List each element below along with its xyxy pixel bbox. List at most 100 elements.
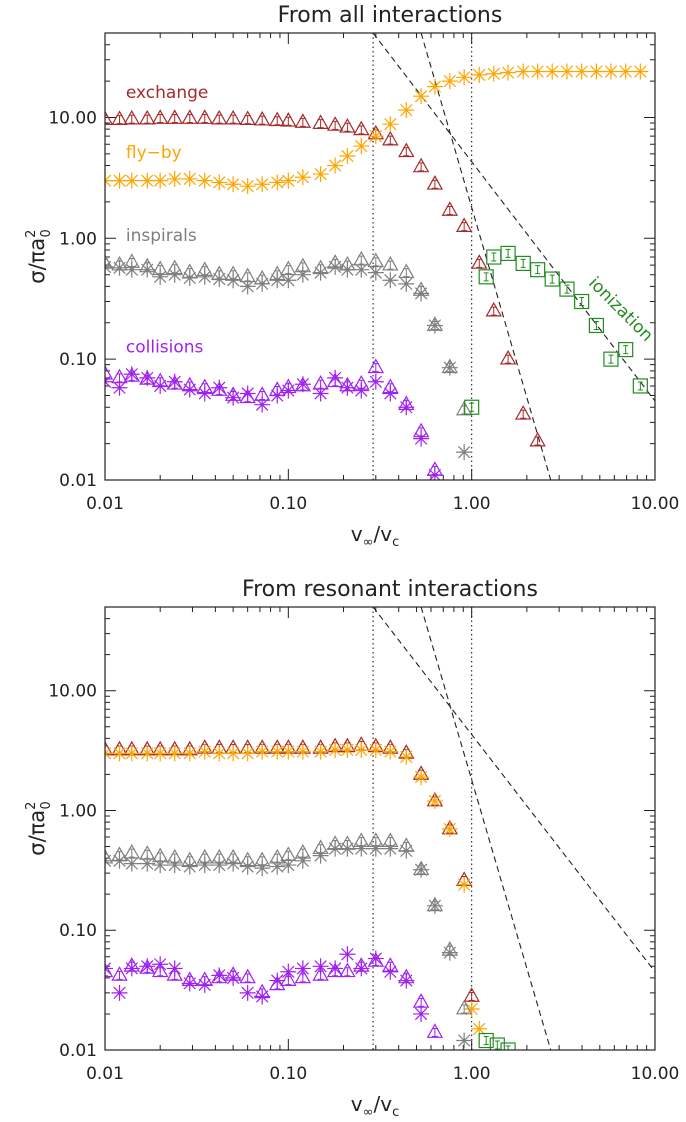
data-point [166,266,183,283]
error-bar [637,381,643,391]
data-point [500,1042,516,1050]
data-point [327,369,344,386]
data-point [398,842,415,859]
annotation-label: exchange [126,83,209,103]
x-tick-label: 10.00 [631,1064,680,1084]
error-bar [461,1004,468,1014]
error-bar [372,257,379,267]
data-point [485,301,502,317]
data-point [632,63,649,80]
data-point [280,971,297,986]
data-point [312,966,329,981]
data-point [339,147,356,164]
data-point [426,792,443,809]
data-point [618,341,634,358]
x-tick-label: 0.10 [269,1064,307,1084]
data-point [151,109,169,124]
data-point [269,972,286,989]
data-point [225,745,242,762]
data-point [181,858,198,875]
data-point [353,382,370,399]
asymptote-line [372,607,655,973]
data-point [123,855,140,872]
data-point [367,358,385,374]
asymptote-line [420,33,552,480]
data-point [382,130,399,146]
chart-title: From all interactions [278,3,503,28]
data-point [196,109,213,124]
data-point [339,840,356,857]
data-point [196,385,213,402]
data-point [499,349,517,365]
data-point [105,110,114,126]
error-bar [520,258,526,268]
data-point [353,840,370,857]
data-point [139,745,156,762]
data-point [398,102,415,119]
data-point [239,968,256,984]
data-point [111,379,128,396]
data-point [254,275,271,292]
annotation-label: collisions [126,338,204,358]
data-point [139,369,156,386]
data-point [225,176,242,193]
error-bar [387,135,394,145]
data-point [353,960,370,977]
data-point [326,962,344,978]
data-point [339,379,356,396]
data-point [455,217,473,233]
data-point [367,950,384,967]
data-point [312,958,329,975]
data-point [367,373,384,390]
panel-1: From all interactions 0.01 0.10 1.00 10.00 0.… [24,3,679,550]
error-bar [579,296,585,306]
error-bar [116,115,123,125]
series-fly-by [105,63,649,195]
data-point [413,769,430,786]
data-point [111,984,128,1001]
data-point [269,858,286,875]
data-point [111,172,128,189]
y-tick-label: 0.01 [59,471,97,491]
data-point [456,1032,473,1049]
data-point [339,946,356,963]
data-point [280,172,297,189]
data-point [312,847,329,864]
data-point [382,385,399,402]
data-point [196,172,213,189]
error-bar [299,117,306,127]
series-collisions-asterisk [105,366,443,480]
data-point [544,271,560,287]
data-point [105,365,114,380]
data-point [367,128,384,145]
series-inspirals-asterisk [105,258,473,461]
data-point [269,975,286,991]
error-bar [431,179,438,189]
data-point [367,264,384,281]
error-bar [344,122,351,132]
data-point [254,176,271,193]
data-point [478,1032,494,1049]
data-point [312,166,329,183]
y-axis-label: σ/πa20 [24,229,54,283]
data-point [339,962,356,978]
error-bar [534,436,541,446]
data-point [111,745,128,762]
data-point [478,269,494,285]
error-bar [469,402,475,412]
x-axis-label: v∞/vc [351,522,399,550]
data-point [382,840,399,857]
data-point [327,258,344,275]
data-point [529,63,546,80]
data-point [471,254,488,269]
error-bar [490,306,497,316]
asymptote-line [420,607,552,1050]
data-point [254,860,271,877]
data-point [294,968,312,984]
data-point [166,966,183,981]
data-point [239,858,256,875]
error-bar [317,119,324,129]
data-point [294,743,311,760]
data-point [382,272,399,289]
